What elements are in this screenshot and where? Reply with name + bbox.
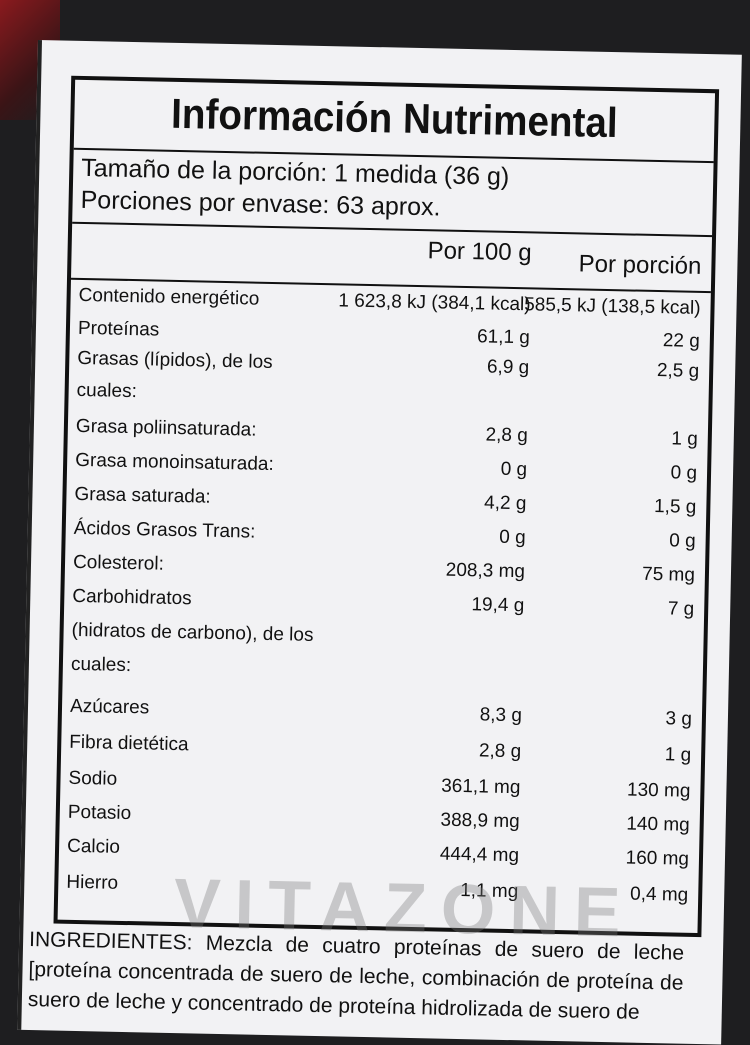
value-per-serving: 140 mg	[626, 813, 690, 836]
value-per-100g: 2,8 g	[485, 424, 529, 447]
serving-size: Tamaño de la porción: 1 medida (36 g)	[81, 153, 510, 191]
value-per-serving: 3 g	[665, 708, 693, 730]
value-per-serving: 0 g	[669, 530, 696, 552]
value-per-serving: 160 mg	[625, 847, 690, 870]
value-per-100g: 4,2 g	[483, 492, 527, 515]
value-per-serving: 7 g	[667, 598, 695, 620]
value-per-100g: 19,4 g	[471, 594, 525, 617]
column-header-per-100g: Por 100 g	[427, 237, 532, 267]
nutrient-name: Grasa monoinsaturada:	[74, 449, 274, 476]
value-per-100g: 61,1 g	[476, 326, 531, 349]
value-per-100g: 0 g	[499, 526, 526, 549]
value-per-100g: 0 g	[500, 458, 528, 481]
value-per-serving: 0 g	[670, 462, 698, 484]
value-per-serving: 1,5 g	[653, 496, 697, 518]
divider	[72, 221, 713, 238]
nutrient-name: cuales:	[76, 379, 138, 403]
value-per-100g: 208,3 mg	[445, 559, 526, 583]
nutrient-name: Fibra dietética	[69, 731, 189, 756]
value-per-100g: 6,9 g	[486, 356, 530, 379]
nutrient-name: (hidratos de carbono), de los	[71, 619, 314, 646]
value-per-100g: 361,1 mg	[441, 775, 521, 799]
ingredients-text: INGREDIENTES: Mezcla de cuatro proteínas…	[27, 928, 685, 1024]
nutrient-name: Potasio	[67, 801, 132, 825]
nutrient-name: Grasas (lípidos), de los	[77, 347, 273, 373]
value-per-100g: 444,4 mg	[439, 843, 520, 867]
nutrient-name: Carbohidratos	[72, 585, 192, 610]
value-per-serving: 130 mg	[626, 779, 691, 802]
nutrient-name: Colesterol:	[72, 551, 165, 575]
value-per-100g: 2,8 g	[478, 740, 522, 763]
value-per-100g: 1 623,8 kJ (384,1 kcal)	[338, 290, 531, 316]
label-title: Información Nutrimental	[170, 89, 619, 147]
nutrient-name: Proteínas	[77, 317, 160, 341]
nutrient-name: Ácidos Grasos Trans:	[73, 517, 256, 543]
nutrition-table-box: Información Nutrimental Tamaño de la por…	[53, 75, 720, 938]
value-per-100g: 8,3 g	[479, 704, 523, 727]
value-per-serving: 75 mg	[641, 563, 696, 586]
nutrient-name: Sodio	[68, 767, 118, 790]
value-per-100g: 388,9 mg	[440, 809, 520, 833]
column-header-per-serving: Por porción	[578, 250, 702, 280]
value-per-serving: 585,5 kJ (138,5 kcal)	[523, 294, 701, 319]
nutrient-name: Hierro	[66, 871, 119, 894]
value-per-serving: 1 g	[664, 744, 692, 766]
nutrient-name: Azúcares	[69, 695, 150, 719]
value-per-serving: 1 g	[671, 428, 699, 450]
value-per-serving: 0,4 mg	[629, 883, 689, 906]
servings-per-container: Porciones por envase: 63 aprox.	[80, 185, 441, 222]
nutrient-name: Grasa poliinsaturada:	[75, 415, 257, 441]
nutrition-label: Información Nutrimental Tamaño de la por…	[17, 40, 742, 1045]
value-per-serving: 2,5 g	[656, 360, 700, 382]
nutrient-name: cuales:	[70, 653, 132, 677]
nutrient-name: Grasa saturada:	[74, 483, 211, 508]
nutrient-name: Calcio	[66, 835, 121, 858]
value-per-serving: 22 g	[662, 330, 701, 352]
nutrient-name: Contenido energético	[78, 284, 260, 310]
